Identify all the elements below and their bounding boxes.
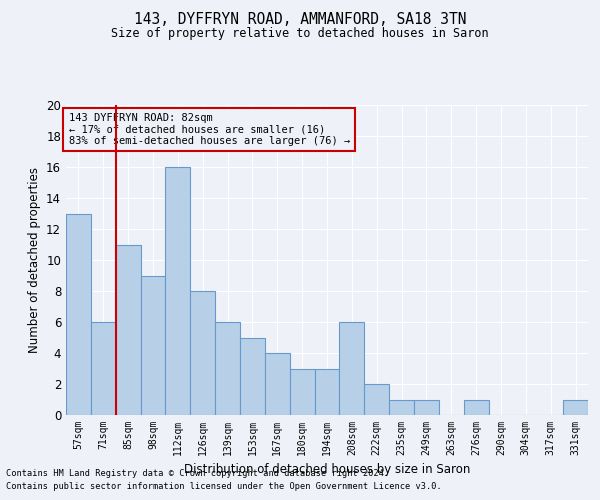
- Text: Contains public sector information licensed under the Open Government Licence v3: Contains public sector information licen…: [6, 482, 442, 491]
- Bar: [190, 291, 215, 415]
- Bar: [166, 167, 190, 415]
- Bar: [389, 400, 414, 415]
- Bar: [116, 244, 140, 415]
- Bar: [314, 368, 340, 415]
- X-axis label: Distribution of detached houses by size in Saron: Distribution of detached houses by size …: [184, 464, 470, 476]
- Text: Size of property relative to detached houses in Saron: Size of property relative to detached ho…: [111, 28, 489, 40]
- Bar: [464, 400, 488, 415]
- Bar: [91, 322, 116, 415]
- Y-axis label: Number of detached properties: Number of detached properties: [28, 167, 41, 353]
- Bar: [265, 353, 290, 415]
- Bar: [364, 384, 389, 415]
- Bar: [215, 322, 240, 415]
- Bar: [414, 400, 439, 415]
- Text: 143 DYFFRYN ROAD: 82sqm
← 17% of detached houses are smaller (16)
83% of semi-de: 143 DYFFRYN ROAD: 82sqm ← 17% of detache…: [68, 113, 350, 146]
- Bar: [240, 338, 265, 415]
- Text: Contains HM Land Registry data © Crown copyright and database right 2024.: Contains HM Land Registry data © Crown c…: [6, 468, 389, 477]
- Bar: [140, 276, 166, 415]
- Bar: [290, 368, 314, 415]
- Text: 143, DYFFRYN ROAD, AMMANFORD, SA18 3TN: 143, DYFFRYN ROAD, AMMANFORD, SA18 3TN: [134, 12, 466, 28]
- Bar: [563, 400, 588, 415]
- Bar: [66, 214, 91, 415]
- Bar: [340, 322, 364, 415]
